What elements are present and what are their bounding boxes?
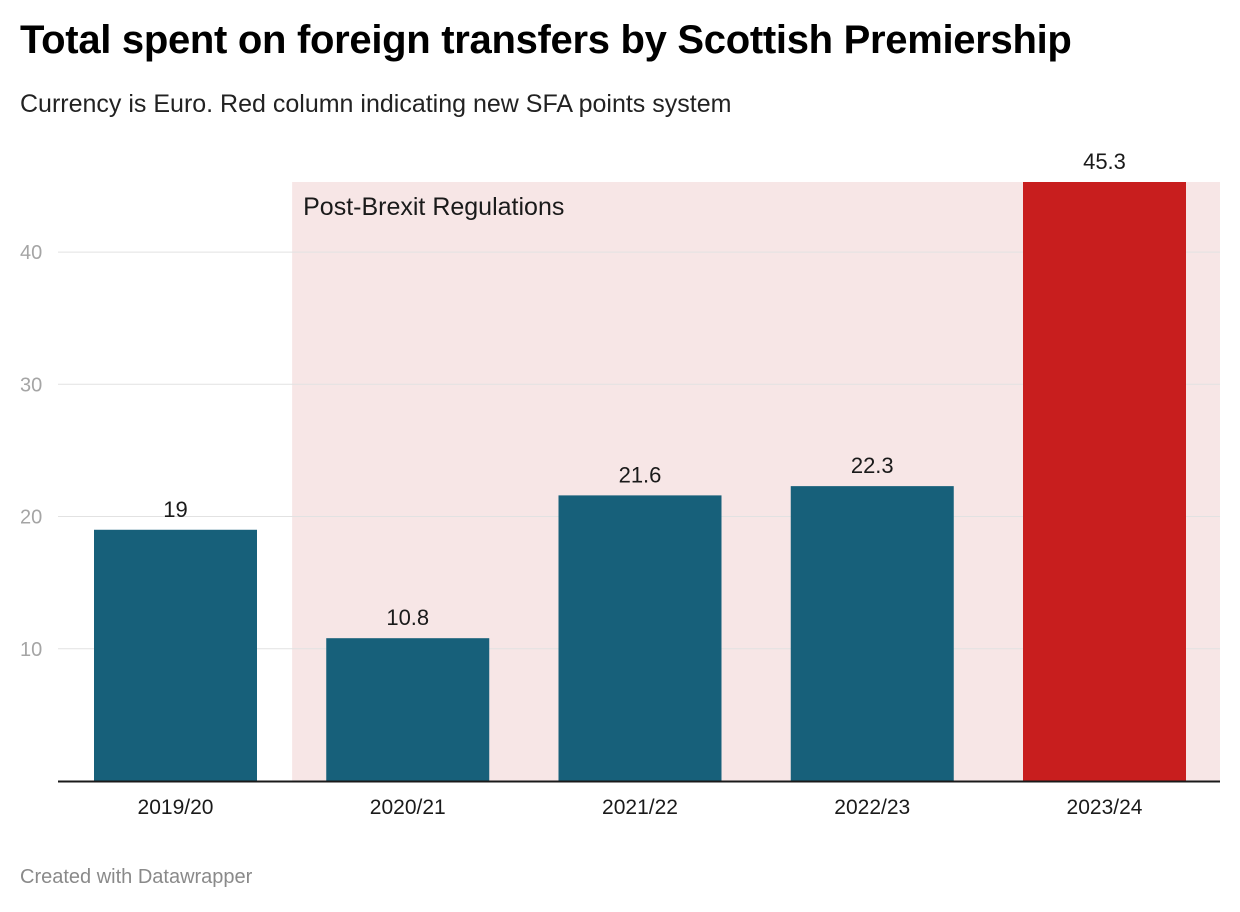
- bar: [94, 529, 257, 781]
- footer-credit: Created with Datawrapper: [20, 866, 253, 888]
- x-tick-label: 2023/24: [1067, 796, 1143, 819]
- y-tick-label: 30: [20, 374, 42, 396]
- bar-value-label: 21.6: [619, 462, 662, 487]
- bar-value-label: 10.8: [386, 605, 429, 630]
- x-tick-label: 2022/23: [834, 796, 910, 819]
- bar-value-label: 22.3: [851, 453, 894, 478]
- bar: [326, 638, 490, 781]
- y-tick-label: 10: [20, 639, 42, 661]
- bar: [558, 495, 722, 781]
- highlight-region-label: Post-Brexit Regulations: [303, 193, 564, 221]
- x-tick-label: 2021/22: [602, 796, 678, 819]
- y-tick-label: 20: [20, 507, 42, 529]
- x-tick-label: 2019/20: [138, 796, 214, 819]
- chart-title: Total spent on foreign transfers by Scot…: [20, 18, 1072, 62]
- chart-subtitle: Currency is Euro. Red column indicating …: [20, 90, 732, 118]
- bar: [790, 486, 954, 781]
- bar-value-label: 19: [163, 497, 187, 522]
- bar-value-label: 45.3: [1083, 149, 1126, 174]
- bar: [1023, 182, 1186, 781]
- y-tick-label: 40: [20, 242, 42, 264]
- x-tick-label: 2020/21: [370, 796, 446, 819]
